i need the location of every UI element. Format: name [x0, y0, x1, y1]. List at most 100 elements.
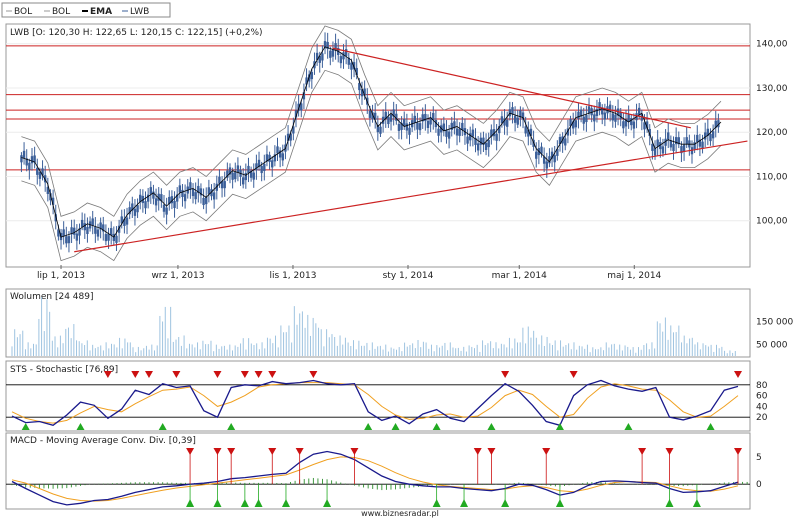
price-candle-body	[107, 233, 110, 241]
price-candle-body	[183, 194, 187, 202]
price-candle-body	[73, 227, 76, 235]
price-candle-body	[403, 118, 406, 127]
buy-signal	[240, 499, 249, 507]
buy-signal	[76, 423, 85, 430]
price-candle-body	[706, 128, 710, 136]
price-candle-body	[548, 156, 551, 164]
price-candle-body	[175, 194, 179, 202]
price-candle-body	[648, 128, 651, 137]
price-candle-body	[205, 197, 208, 205]
buy-signal	[364, 423, 373, 430]
sell-signal	[268, 448, 277, 455]
sell-signal	[186, 448, 195, 455]
price-candle-body	[43, 175, 47, 183]
price-candle-body	[571, 121, 575, 129]
price-candle-body	[437, 128, 440, 136]
price-candle-body	[674, 137, 678, 145]
buy-signal	[281, 499, 290, 507]
price-candle-body	[461, 122, 464, 131]
date-tick-label: maj 1, 2014	[607, 271, 661, 281]
price-candle-body	[624, 119, 628, 127]
sell-signal	[213, 448, 222, 455]
price-candle-body	[709, 134, 712, 142]
price-candle-body	[630, 118, 633, 126]
price-candle-body	[598, 102, 601, 110]
price-candle-body	[490, 129, 493, 137]
price-candle-body	[585, 114, 588, 123]
price-candle-body	[252, 172, 255, 180]
price-y-tick: 140,00	[756, 40, 788, 50]
price-candle-body	[445, 129, 448, 137]
footer-source: www.biznesradar.pl	[361, 509, 439, 518]
price-candle-body	[408, 127, 411, 135]
price-candle-body	[442, 123, 446, 131]
price-candle-body	[334, 43, 337, 51]
price-candles	[20, 25, 722, 262]
price-candle-body	[65, 236, 68, 244]
date-tick-label: lis 1, 2013	[270, 271, 317, 281]
price-candle-body	[387, 116, 390, 125]
price-candle-body	[516, 117, 519, 125]
sell-signal	[542, 448, 551, 455]
price-candle-body	[310, 72, 314, 80]
price-candle-body	[318, 55, 321, 63]
price-candle-body	[498, 126, 501, 134]
price-candle-body	[157, 193, 160, 201]
price-candle-body	[672, 143, 675, 152]
buy-signal	[706, 423, 715, 430]
price-candle-body	[350, 62, 353, 70]
price-candle-body	[637, 107, 641, 115]
price-candle-body	[212, 192, 216, 200]
price-candle-body	[255, 163, 258, 171]
price-candle-body	[51, 197, 55, 205]
osc-y-tick: 80	[756, 381, 768, 391]
price-candle-body	[627, 114, 630, 122]
sell-signal	[131, 371, 140, 378]
stochastic-panel	[5, 360, 751, 432]
buy-signal	[323, 499, 332, 507]
price-candle-body	[144, 201, 147, 209]
osc-y-tick: 5	[756, 453, 762, 463]
price-candle-body	[152, 191, 155, 199]
price-candle-body	[434, 119, 438, 128]
price-candle-body	[28, 162, 31, 170]
price-candle-body	[20, 155, 23, 163]
price-candle-body	[439, 125, 443, 133]
price-candle-body	[265, 154, 269, 162]
price-candle-body	[133, 208, 137, 216]
legend-label: LWB	[130, 7, 149, 17]
price-candle-body	[577, 111, 580, 119]
price-candle-body	[197, 185, 200, 194]
price-candle-body	[564, 138, 567, 146]
price-candle-body	[503, 118, 506, 126]
price-candle-body	[384, 111, 387, 119]
price-candle-body	[487, 140, 490, 148]
price-candle-body	[30, 156, 34, 164]
price-candle-body	[471, 129, 475, 137]
price-candle-body	[540, 146, 543, 154]
price-candle-body	[329, 50, 332, 58]
price-candle-body	[91, 218, 94, 226]
price-candle-body	[587, 106, 591, 114]
macd-title: MACD - Moving Average Conv. Div. [0,39]	[10, 436, 196, 446]
price-candle-body	[653, 148, 657, 156]
price-candle-body	[117, 225, 121, 233]
price-y-tick: 120,00	[756, 128, 788, 138]
price-candle-body	[711, 131, 715, 139]
price-candle-body	[469, 133, 472, 141]
price-candle-body	[170, 196, 174, 204]
price-candle-body	[482, 137, 485, 145]
price-candle-body	[492, 129, 496, 137]
price-candle-body	[553, 155, 556, 163]
price-candle-body	[86, 226, 89, 234]
buy-signal	[624, 423, 633, 430]
price-candle-body	[484, 142, 488, 151]
price-candle-body	[667, 132, 670, 140]
price-candle-body	[524, 126, 527, 134]
price-title: LWB [O: 120,30 H: 122,65 L: 120,15 C: 12…	[10, 28, 263, 38]
trend-lines	[74, 47, 748, 253]
sell-signal	[569, 371, 578, 378]
buy-signal	[186, 499, 195, 507]
price-candle-body	[102, 224, 105, 232]
